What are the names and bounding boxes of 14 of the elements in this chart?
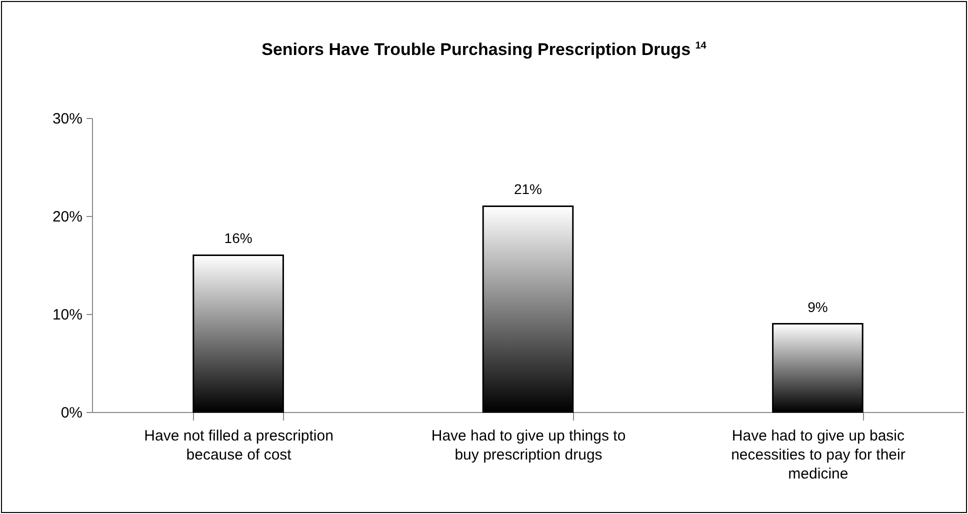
chart-title: Seniors Have Trouble Purchasing Prescription Drugs $^{14}$ <box>260 40 708 60</box>
x-tick-label: Have not filled a prescription because of cost <box>144 428 334 464</box>
x-tick-label: Have had to give up things to buy prescription drugs <box>431 428 626 464</box>
x-tick-label: Have had to give up basic necessities to pay for their medicine <box>731 428 906 482</box>
bar <box>772 323 864 413</box>
data-label: 16% <box>224 230 252 246</box>
y-tick-label: 10% <box>52 306 82 324</box>
bar <box>192 254 284 413</box>
data-label: 21% <box>514 181 542 198</box>
y-tick-label: 20% <box>52 208 82 226</box>
y-tick-label: 0% <box>60 404 82 422</box>
y-tick-label: 30% <box>52 110 82 128</box>
data-label: 9% <box>808 298 828 315</box>
bar <box>482 205 574 413</box>
